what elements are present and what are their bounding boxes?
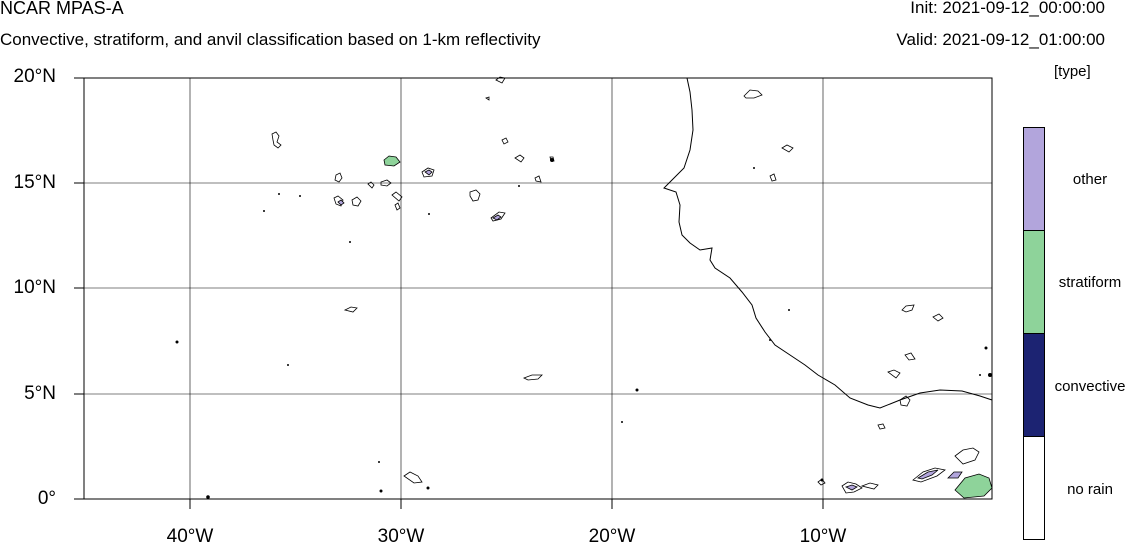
map-subtitle: Convective, stratiform, and anvil classi… xyxy=(0,30,541,49)
precip-specks xyxy=(175,158,992,499)
lat-label-20n: 20°N xyxy=(13,66,56,87)
lat-label-10n: 10°N xyxy=(13,277,56,298)
other-patch xyxy=(492,214,502,221)
legend-label-no-rain: no rain xyxy=(1067,481,1113,498)
legend-units: [type] xyxy=(1054,63,1091,80)
lon-label-20w: 20°W xyxy=(588,526,636,547)
lat-label-5n: 5°N xyxy=(24,383,56,404)
lon-label-40w: 40°W xyxy=(166,526,214,547)
lon-label-10w: 10°W xyxy=(799,526,847,547)
other-patch xyxy=(424,169,433,176)
legend-swatch-no-rain xyxy=(1023,436,1045,540)
cloud-outlines xyxy=(271,76,980,494)
other-patch xyxy=(916,469,939,480)
legend-label-convective: convective xyxy=(1054,378,1126,395)
legend-label-other: other xyxy=(1072,171,1108,188)
lat-label-15n: 15°N xyxy=(13,172,56,193)
valid-time: Valid: 2021-09-12_01:00:00 xyxy=(896,30,1105,49)
legend-label-stratiform: stratiform xyxy=(1058,274,1122,291)
other-patch xyxy=(337,199,345,206)
other-patch xyxy=(947,471,963,479)
map-frame xyxy=(83,77,993,500)
map-title: NCAR MPAS-A xyxy=(0,0,124,18)
stratiform-patch xyxy=(954,473,993,499)
other-patch xyxy=(844,484,858,491)
stratiform-patch xyxy=(383,155,401,167)
lon-label-30w: 30°W xyxy=(377,526,425,547)
africa-coastline xyxy=(663,77,993,409)
init-time: Init: 2021-09-12_00:00:00 xyxy=(910,0,1105,17)
lat-label-0: 0° xyxy=(37,488,56,509)
tick-marks xyxy=(74,77,824,509)
gridlines xyxy=(84,78,992,499)
precip-fills xyxy=(337,155,993,499)
